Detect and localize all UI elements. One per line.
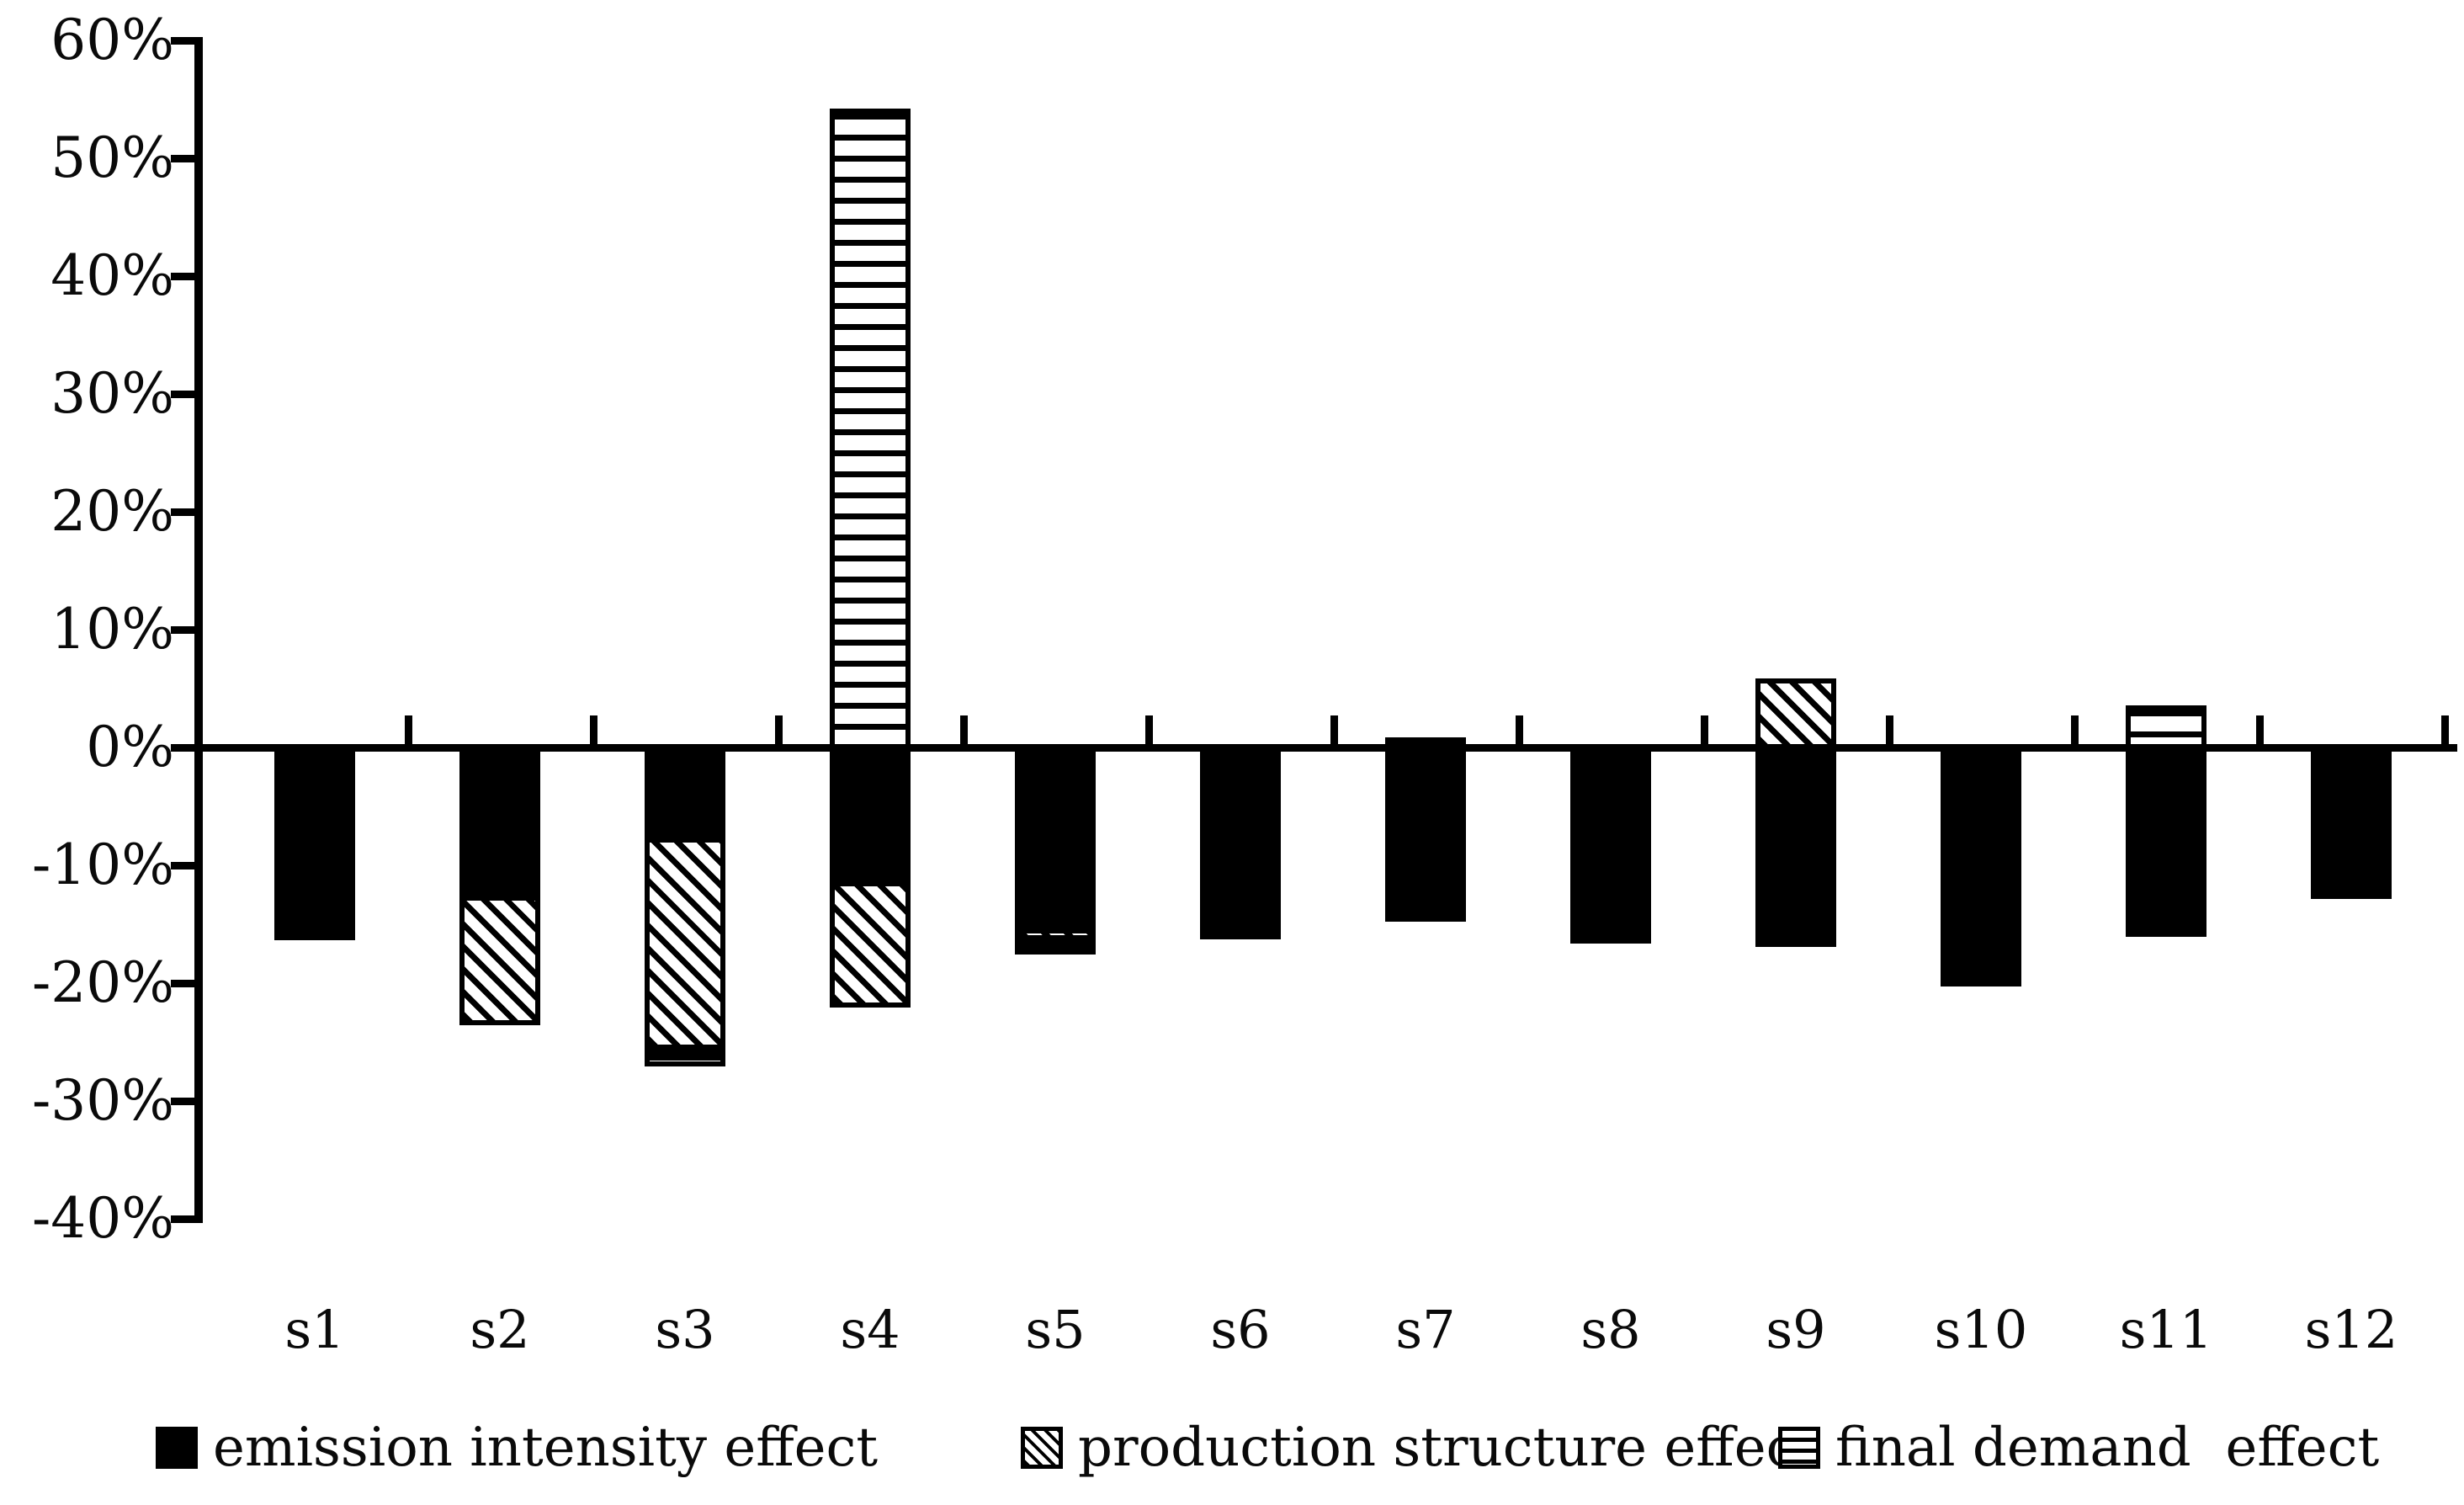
legend-swatch-horizontal-lines-icon	[1778, 1427, 1820, 1469]
bar-segment-s7	[1385, 746, 1466, 922]
y-tick-label: 30%	[50, 361, 174, 426]
x-tick	[2071, 715, 2079, 747]
bar-segment-s3	[645, 838, 725, 1050]
bar-segment-s8	[1570, 746, 1651, 944]
y-tick-label: 20%	[50, 479, 174, 544]
x-tick	[405, 715, 412, 747]
legend-label-final-demand: final demand effect	[1835, 1417, 2380, 1479]
x-tick	[590, 715, 597, 747]
x-tick	[2256, 715, 2264, 747]
x-axis-label-s3: s3	[655, 1299, 715, 1360]
y-tick	[171, 626, 203, 634]
x-axis-label-s12: s12	[2304, 1299, 2398, 1360]
y-tick	[171, 273, 203, 280]
x-tick	[775, 715, 783, 747]
y-tick	[171, 391, 203, 398]
legend-item-emission-intensity: emission intensity effect	[156, 1417, 878, 1479]
x-axis-label-s1: s1	[284, 1299, 345, 1360]
y-tick	[171, 1098, 203, 1105]
y-tick-label: 50%	[50, 125, 174, 190]
y-tick	[171, 508, 203, 516]
x-tick	[1516, 715, 1523, 747]
x-tick	[1701, 715, 1708, 747]
legend-swatch-diagonal-hatch-icon	[1021, 1427, 1063, 1469]
x-axis-label-s2: s2	[470, 1299, 530, 1360]
x-axis-baseline	[194, 744, 2457, 752]
legend-label-emission-intensity: emission intensity effect	[213, 1417, 879, 1479]
y-tick	[171, 155, 203, 162]
bar-segment-s2	[459, 746, 540, 896]
bar-segment-s10	[1941, 746, 2021, 986]
bar-segment-s5	[1015, 746, 1096, 928]
x-axis-label-s8: s8	[1580, 1299, 1641, 1360]
bar-segment-s3	[645, 746, 725, 838]
x-tick	[1330, 715, 1338, 747]
bar-segment-s3	[645, 1050, 725, 1066]
bar-segment-s2	[459, 896, 540, 1025]
x-tick	[1145, 715, 1153, 747]
bar-segment-s11	[2126, 746, 2206, 937]
y-tick	[171, 744, 203, 752]
x-axis-label-s4: s4	[840, 1299, 900, 1360]
x-axis-label-s10: s10	[1934, 1299, 2028, 1360]
legend-label-production-structure: production structure effect	[1078, 1417, 1819, 1479]
y-tick	[171, 1215, 203, 1223]
y-tick-label: -40%	[32, 1186, 174, 1251]
y-tick-label: -30%	[32, 1068, 174, 1133]
legend-item-final-demand: final demand effect	[1778, 1417, 2379, 1479]
bar-segment-s4	[830, 881, 911, 1008]
x-axis-label-s9: s9	[1766, 1299, 1826, 1360]
y-tick	[171, 862, 203, 869]
y-tick-label: 0%	[86, 715, 174, 779]
y-tick-label: 40%	[50, 243, 174, 308]
bar-segment-s6	[1200, 746, 1281, 939]
x-axis-label-s11: s11	[2119, 1299, 2213, 1360]
legend-item-production-structure: production structure effect	[1021, 1417, 1818, 1479]
y-tick	[171, 980, 203, 987]
y-tick-label: 10%	[50, 597, 174, 662]
x-axis-label-s5: s5	[1025, 1299, 1086, 1360]
bar-segment-s11	[2126, 705, 2206, 750]
bar-segment-s9	[1755, 678, 1836, 750]
bar-segment-s4	[830, 109, 911, 750]
x-tick	[1886, 715, 1893, 747]
x-tick	[2441, 715, 2449, 747]
y-tick	[171, 37, 203, 45]
x-tick	[960, 715, 968, 747]
x-axis-label-s6: s6	[1210, 1299, 1271, 1360]
bar-segment-s5	[1015, 940, 1096, 955]
bar-segment-s5	[1015, 928, 1096, 940]
bar-segment-s9	[1755, 746, 1836, 947]
y-tick-label: -20%	[32, 950, 174, 1015]
bar-segment-s4	[830, 746, 911, 881]
bar-segment-s12	[2311, 746, 2392, 899]
legend-swatch-solid-black-icon	[156, 1427, 198, 1469]
x-axis-label-s7: s7	[1395, 1299, 1456, 1360]
y-tick-label: 60%	[50, 8, 174, 72]
y-tick-label: -10%	[32, 832, 174, 897]
bar-segment-s1	[274, 746, 355, 940]
